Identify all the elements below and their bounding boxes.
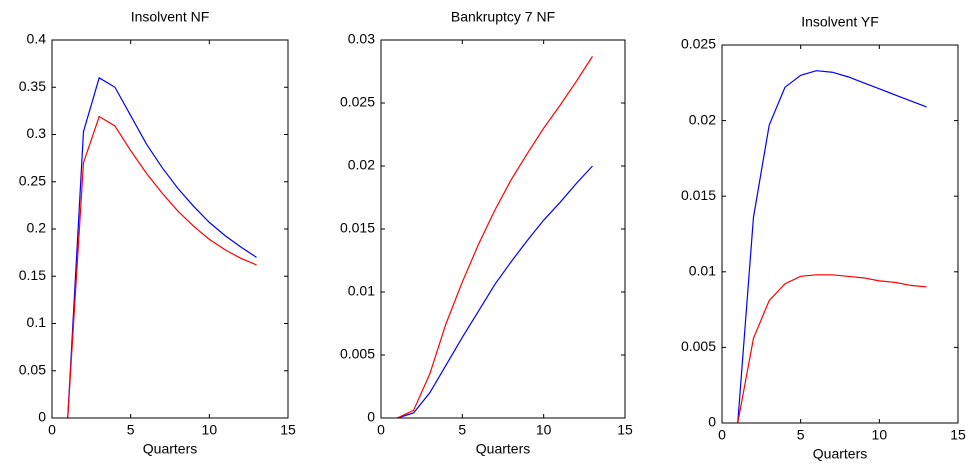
y-tick-label: 0 [367,409,375,425]
axes-frame [721,44,959,424]
axes-frame [380,39,626,419]
x-axis-label: Quarters [476,441,530,457]
x-tick-label: 10 [872,427,888,443]
data-line [737,70,927,424]
y-tick-label: 0.1 [27,314,47,330]
x-axis-label: Quarters [143,441,197,457]
y-tick-label: 0.35 [19,78,46,94]
plot-area [52,40,288,418]
y-tick-label: 0.005 [340,346,375,362]
x-tick-label: 0 [377,422,385,438]
y-tick-label: 0.015 [681,187,716,203]
subplot: 0 0.005 0.01 0.015 0.02 0.025 0.03 0 5 10 15 Bankru… [340,9,633,457]
x-tick-label: 10 [202,422,218,438]
x-tick-label: 5 [127,422,135,438]
x-axis-label: Quarters [813,446,867,462]
x-tick-label: 5 [458,422,466,438]
y-tick-label: 0.3 [27,125,47,141]
x-tick-label: 15 [280,422,296,438]
y-tick-label: 0.2 [27,220,47,236]
y-tick-label: 0 [708,414,716,430]
chart-title: Insolvent NF [131,9,210,25]
plot-area [722,45,958,423]
data-line [67,76,257,419]
plot-area [381,40,625,418]
subplot: 0 0.005 0.01 0.015 0.02 0.025 0 5 10 15 Insolvent … [681,14,966,462]
chart-title: Bankruptcy 7 NF [451,9,555,25]
y-tick-label: 0 [38,409,46,425]
y-tick-label: 0.05 [19,361,46,377]
x-tick-label: 5 [797,427,805,443]
y-tick-label: 0.15 [19,267,46,283]
x-tick-label: 10 [536,422,552,438]
x-tick-label: 0 [718,427,726,443]
y-tick-label: 0.02 [689,111,716,127]
x-tick-label: 15 [617,422,633,438]
data-line [67,115,257,419]
data-line [737,274,927,424]
y-tick-label: 0.01 [348,283,375,299]
y-tick-label: 0.03 [348,31,375,47]
subplot: 0 0.05 0.1 0.15 0.2 0.25 0.3 0.35 0.4 0 5 10 15 Insol… [19,9,296,457]
y-tick-label: 0.025 [340,94,375,110]
axes-frame [51,39,289,419]
y-tick-label: 0.005 [681,338,716,354]
y-tick-label: 0.4 [27,31,47,47]
data-line [397,165,593,419]
y-tick-label: 0.02 [348,157,375,173]
chart-title: Insolvent YF [801,14,879,30]
y-tick-label: 0.015 [340,220,375,236]
y-tick-label: 0.01 [689,263,716,279]
x-tick-label: 15 [950,427,966,443]
x-tick-label: 0 [48,422,56,438]
y-tick-label: 0.25 [19,172,46,188]
data-line [397,56,593,419]
y-tick-label: 0.025 [681,36,716,52]
